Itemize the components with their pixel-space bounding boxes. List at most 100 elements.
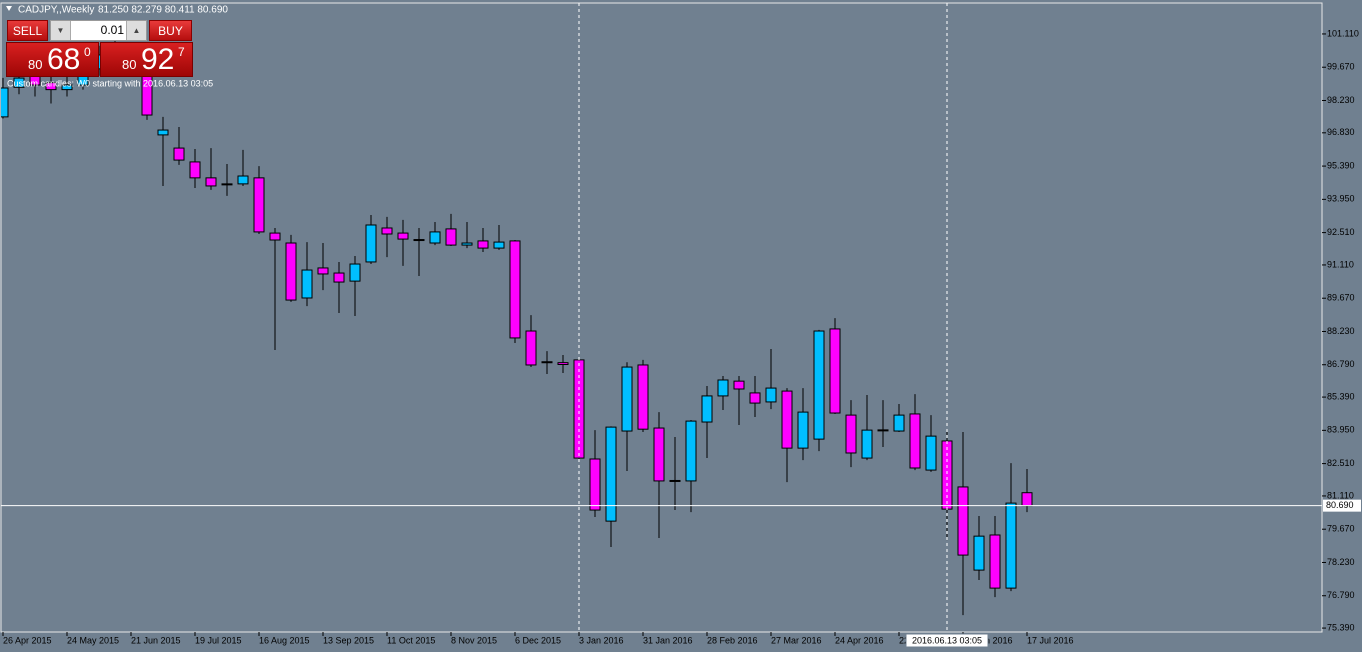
price-prefix: 80 — [122, 57, 137, 72]
candle-body — [701, 395, 713, 423]
candle-body — [621, 366, 633, 432]
candle-body — [1005, 502, 1017, 589]
y-tick-label: 88.230 — [1327, 326, 1355, 336]
candles — [1, 41, 1033, 616]
candle-body — [733, 380, 745, 390]
candle-body — [861, 429, 873, 459]
x-tick-label: 19 Jul 2015 — [195, 635, 242, 645]
candle-body — [653, 427, 665, 482]
x-tick-label: 24 May 2015 — [67, 635, 119, 645]
candle-body — [973, 535, 985, 571]
x-tick-label: 24 Apr 2016 — [835, 635, 884, 645]
candle-body — [941, 440, 953, 510]
candle-body — [749, 392, 761, 404]
candle-body — [541, 361, 553, 364]
candle-body — [45, 82, 57, 91]
y-tick-label: 83.950 — [1327, 425, 1355, 435]
sell-price[interactable]: 80 68 0 — [6, 42, 99, 77]
y-tick-label: 96.830 — [1327, 127, 1355, 137]
candle-body — [445, 228, 457, 246]
candle-body — [717, 379, 729, 397]
candle-body — [989, 534, 1001, 589]
price-suffix: 0 — [84, 45, 91, 59]
candle-body — [477, 240, 489, 249]
buy-price[interactable]: 80 92 7 — [100, 42, 193, 77]
candle-body — [829, 328, 841, 414]
candle-body — [509, 240, 521, 339]
y-tick-label: 95.390 — [1327, 160, 1355, 170]
x-tick-label: 31 Jan 2016 — [643, 635, 693, 645]
current-price-label: 80.690 — [1326, 500, 1354, 510]
y-tick-label: 91.110 — [1327, 259, 1354, 269]
current-price-box — [1323, 499, 1361, 512]
crosshair-label: 2016.06.13 03:05 — [912, 635, 982, 645]
candle-body — [893, 414, 905, 432]
y-tick-label: 99.670 — [1327, 62, 1355, 72]
y-tick-label: 101.110 — [1327, 28, 1359, 38]
candle-body — [669, 479, 681, 482]
candle-body — [221, 183, 233, 186]
x-tick-label: 28 Feb 2016 — [707, 635, 758, 645]
candle-body — [525, 330, 537, 366]
ohlc-readout: 81.250 82.279 80.411 80.690 — [98, 5, 228, 16]
annotation: Custom candles: W0 starting with 2016.06… — [7, 78, 213, 88]
x-tick-label: 21 Jun 2015 — [131, 635, 181, 645]
symbol-title: CADJPY,,Weekly — [18, 5, 94, 16]
candle-body — [461, 242, 473, 246]
plot-area — [0, 2, 1323, 633]
candle-body — [205, 177, 217, 187]
candle-body — [13, 77, 25, 88]
candle-body — [413, 239, 425, 242]
price-prefix: 80 — [28, 57, 43, 72]
candle-body — [429, 231, 441, 244]
candle-body — [189, 161, 201, 179]
candle-body — [765, 387, 777, 403]
y-tick-label: 92.510 — [1327, 227, 1355, 237]
lot-decrease[interactable]: ▼ — [51, 21, 71, 40]
crosshair-box — [905, 633, 989, 648]
candle-body — [685, 420, 697, 482]
candle-body — [61, 84, 73, 91]
x-tick-label: 6 Dec 2015 — [515, 635, 561, 645]
y-tick-label: 98.230 — [1327, 95, 1355, 105]
lot-spinner: ▼ 0.01 ▲ — [50, 20, 147, 41]
y-tick-label: 89.670 — [1327, 293, 1355, 303]
candle-body — [797, 411, 809, 449]
candle-body — [1021, 492, 1033, 507]
y-tick-label: 76.790 — [1327, 590, 1355, 600]
y-tick-label: 86.790 — [1327, 359, 1355, 369]
candle-body — [957, 486, 969, 556]
candle-body — [173, 147, 185, 161]
candle-body — [237, 175, 249, 185]
candle-body — [637, 364, 649, 430]
y-tick-label: 85.390 — [1327, 391, 1355, 401]
lot-input[interactable]: 0.01 — [100, 23, 124, 37]
candle-body — [301, 269, 313, 299]
candle-body — [317, 267, 329, 275]
candle-body — [269, 232, 281, 241]
candle-body — [253, 177, 265, 233]
candle-body — [493, 241, 505, 249]
candle-body — [285, 242, 297, 301]
candle-body — [605, 426, 617, 522]
candle-body — [909, 413, 921, 469]
menu-arrow[interactable] — [6, 6, 12, 11]
y-tick-label: 81.110 — [1327, 490, 1354, 500]
x-tick-label: 27 Mar 2016 — [771, 635, 822, 645]
candle-body — [589, 458, 601, 511]
candle-body — [157, 129, 169, 136]
y-tick-label: 82.510 — [1327, 458, 1355, 468]
candle-body — [781, 390, 793, 449]
candle-body — [333, 272, 345, 283]
sell-button[interactable]: SELL — [7, 20, 48, 41]
candle-body — [925, 435, 937, 471]
buy-button[interactable]: BUY — [149, 20, 192, 41]
y-tick-label: 78.230 — [1327, 557, 1355, 567]
y-tick-label: 79.670 — [1327, 524, 1355, 534]
price-main: 92 — [141, 43, 175, 76]
x-tick-label: 8 Nov 2015 — [451, 635, 497, 645]
x-tick-label: 3 Jan 2016 — [579, 635, 624, 645]
lot-increase[interactable]: ▲ — [126, 21, 146, 40]
